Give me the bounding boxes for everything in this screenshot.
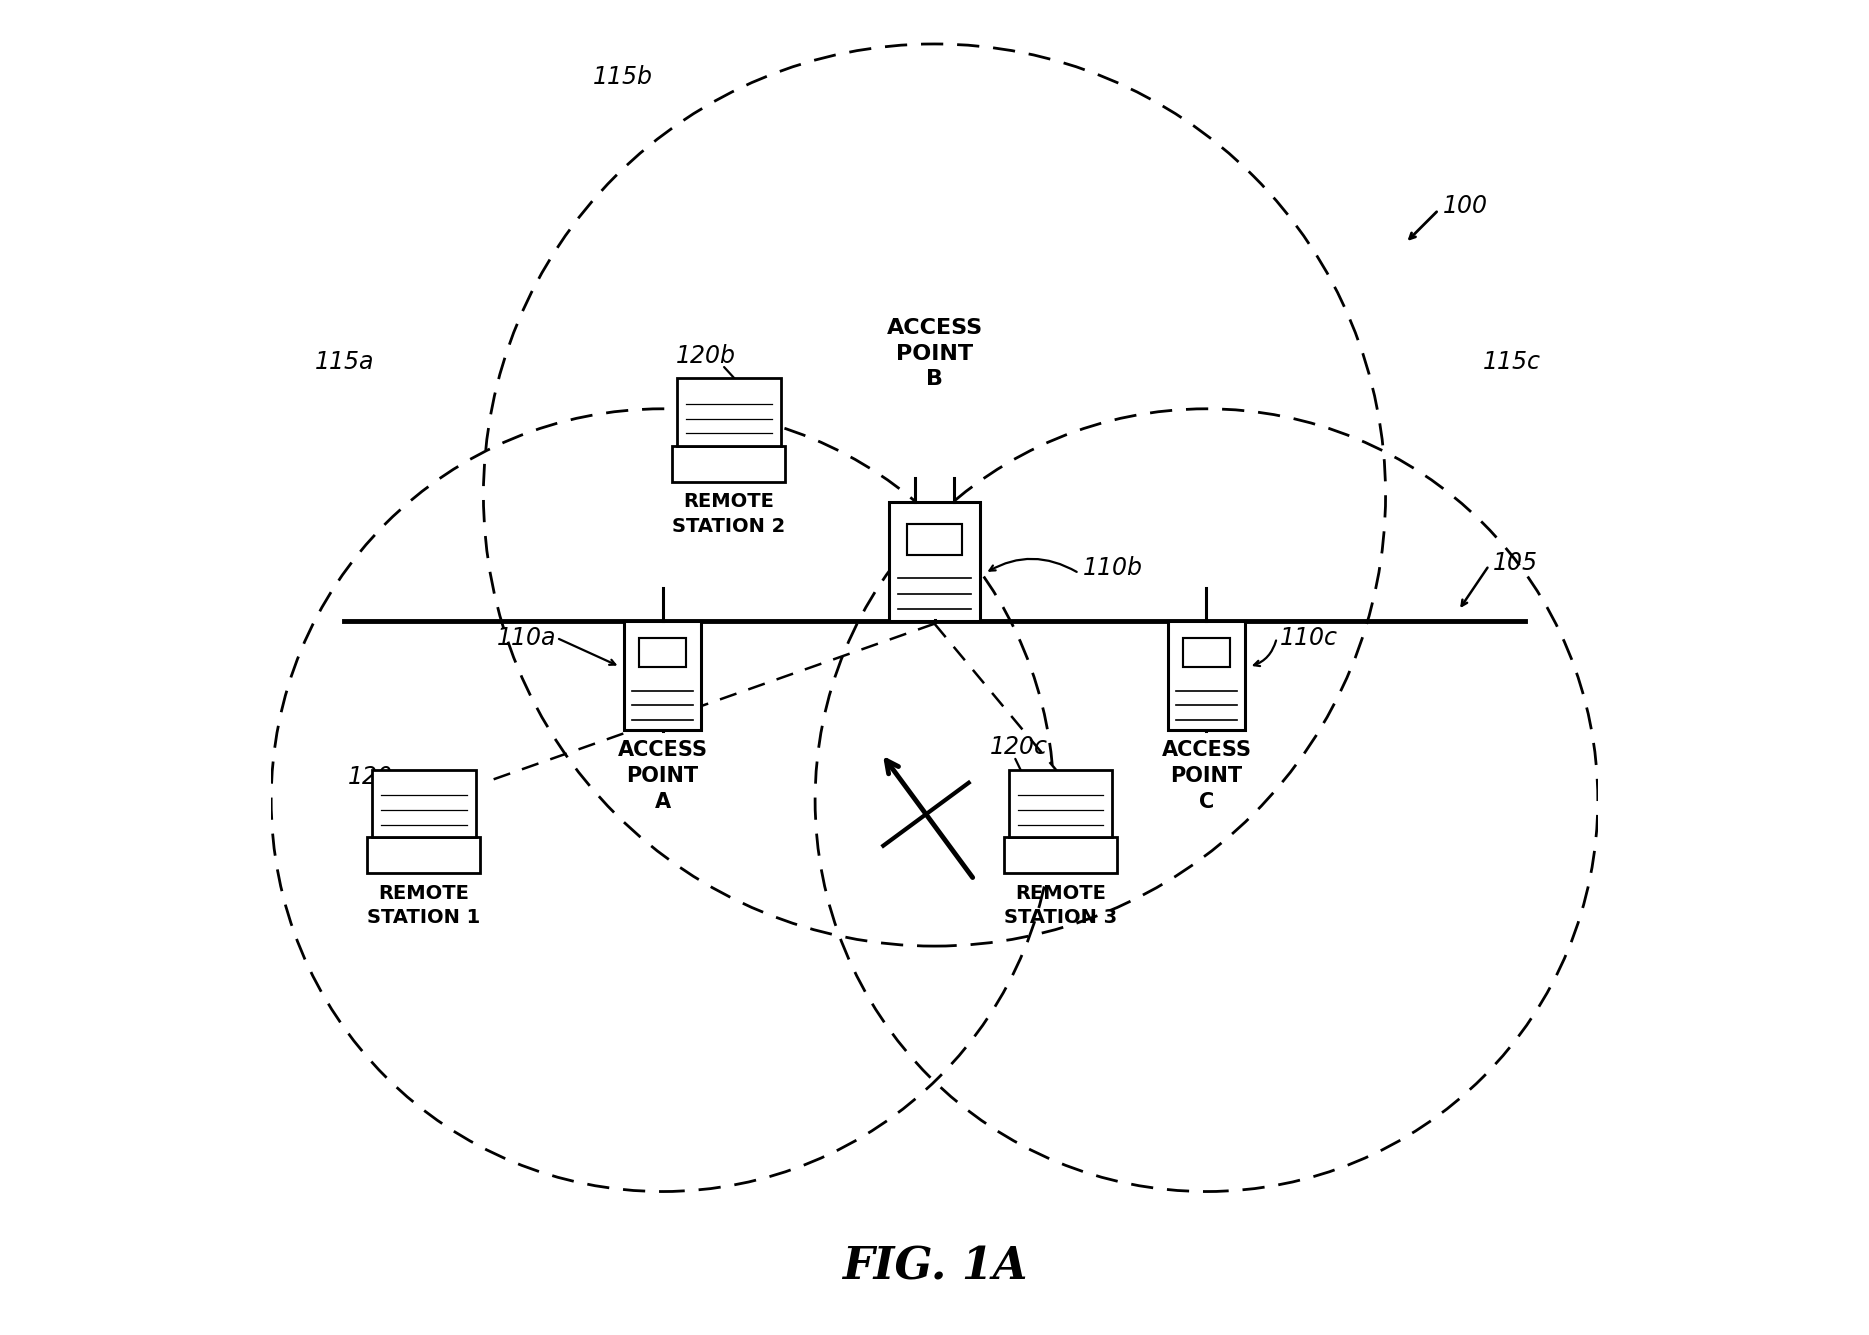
Text: FIG. 1A: FIG. 1A (841, 1246, 1028, 1288)
Bar (890, 502, 979, 621)
Bar (372, 770, 475, 837)
Text: 110b: 110b (1084, 555, 1144, 579)
Text: 110a: 110a (497, 626, 557, 650)
Text: 115c: 115c (1482, 350, 1540, 374)
Text: 125: 125 (1007, 794, 1052, 818)
Text: 100: 100 (1443, 194, 1488, 218)
Text: REMOTE
STATION 2: REMOTE STATION 2 (673, 493, 785, 535)
Text: 115b: 115b (592, 65, 652, 89)
Bar (1168, 621, 1245, 730)
Bar (1009, 770, 1112, 837)
Text: REMOTE
STATION 3: REMOTE STATION 3 (1004, 884, 1118, 926)
Bar (908, 525, 961, 555)
Text: ACCESS
POINT
A: ACCESS POINT A (617, 741, 708, 812)
Bar (368, 837, 480, 873)
Bar (673, 446, 785, 482)
Text: 120b: 120b (677, 343, 736, 367)
Bar (624, 621, 701, 730)
Bar (1004, 837, 1118, 873)
Text: 120a: 120a (348, 765, 407, 789)
Text: 115a: 115a (314, 350, 374, 374)
Bar (677, 378, 781, 446)
Text: 120c: 120c (991, 736, 1049, 760)
Text: 105: 105 (1493, 551, 1538, 574)
Text: ACCESS
POINT
C: ACCESS POINT C (1161, 741, 1252, 812)
Text: REMOTE
STATION 1: REMOTE STATION 1 (366, 884, 480, 926)
Bar (1183, 638, 1230, 666)
Bar (639, 638, 686, 666)
Text: ACCESS
POINT
B: ACCESS POINT B (886, 318, 983, 390)
Text: 110c: 110c (1280, 626, 1338, 650)
